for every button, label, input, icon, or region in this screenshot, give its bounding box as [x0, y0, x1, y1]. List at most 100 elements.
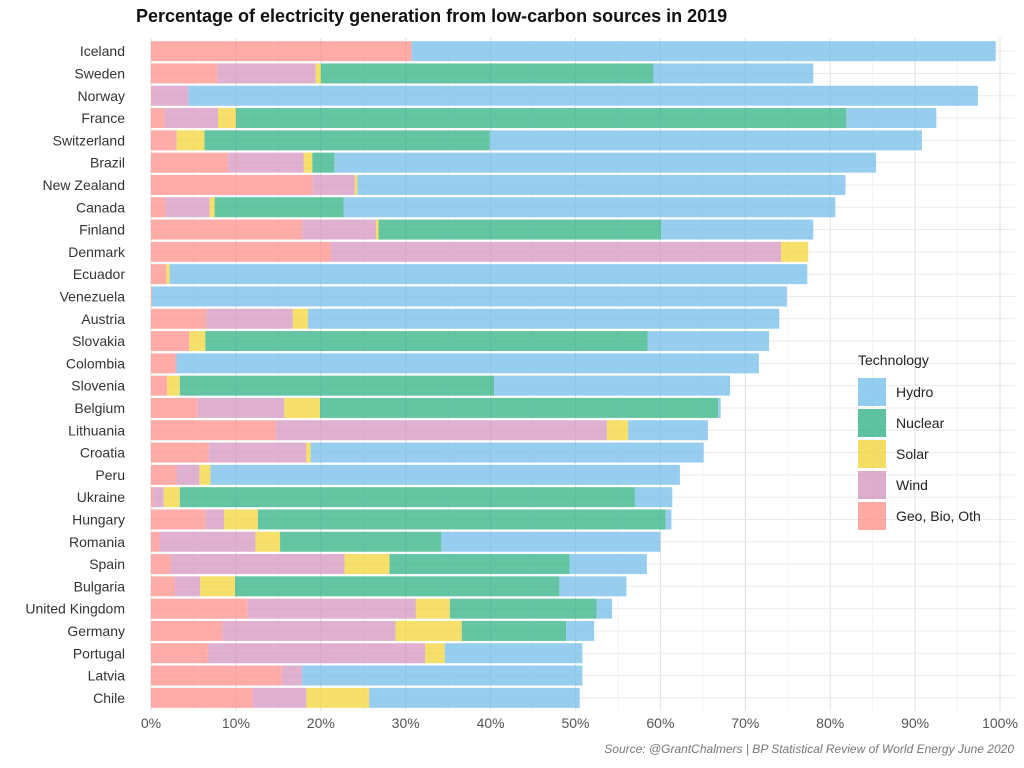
- y-tick-label: Slovenia: [71, 378, 125, 394]
- y-tick-label: New Zealand: [43, 177, 126, 193]
- bar-segment-geo-bio-oth: [151, 375, 168, 396]
- bar-segment-hydro: [169, 264, 808, 285]
- bar-segment-hydro: [661, 219, 814, 240]
- y-tick-label: Lithuania: [68, 422, 125, 438]
- x-tick-label: 50%: [561, 715, 589, 731]
- bar-segment-wind: [312, 174, 355, 195]
- bar-segment-geo-bio-oth: [151, 643, 208, 664]
- bar-segment-solar: [354, 174, 358, 195]
- bar-segment-hydro: [566, 620, 595, 641]
- y-tick-label: Brazil: [90, 155, 125, 171]
- bar-segment-nuclear: [312, 152, 335, 173]
- y-tick-label: Canada: [76, 199, 125, 215]
- bar-segment-hydro: [647, 331, 770, 352]
- x-tick-label: 70%: [731, 715, 759, 731]
- bar-segment-nuclear: [461, 620, 567, 641]
- bar-segment-hydro: [151, 286, 787, 307]
- bar-segment-wind: [281, 665, 303, 686]
- y-axis-labels: Iceland Sweden Norway France Switzerland Braz…: [25, 43, 126, 706]
- x-tick-label: 0%: [141, 715, 161, 731]
- y-tick-label: Ukraine: [77, 489, 125, 505]
- bar-segment-geo-bio-oth: [151, 397, 198, 418]
- bar-segment-nuclear: [449, 598, 597, 619]
- bar-segment-wind: [175, 130, 177, 151]
- bar-segment-nuclear: [378, 219, 662, 240]
- x-tick-label: 30%: [392, 715, 420, 731]
- x-tick-label: 40%: [477, 715, 505, 731]
- bar-segment-geo-bio-oth: [151, 286, 152, 307]
- legend-swatch: [858, 377, 886, 406]
- x-tick-label: 90%: [901, 715, 929, 731]
- bar-segment-solar: [375, 219, 379, 240]
- x-tick-label: 10%: [222, 715, 250, 731]
- legend-label: Nuclear: [896, 414, 945, 431]
- bar-segment-solar: [395, 620, 462, 641]
- chart-title: Percentage of electricity generation fro…: [136, 6, 728, 26]
- bar-segment-geo-bio-oth: [151, 620, 223, 641]
- legend-label: Solar: [896, 445, 929, 462]
- bar-segment-hydro: [188, 85, 978, 106]
- x-tick-label: 60%: [646, 715, 674, 731]
- bar-segment-hydro: [302, 665, 583, 686]
- x-tick-label: 100%: [982, 715, 1018, 731]
- bar-segment-solar: [167, 375, 180, 396]
- legend-item: Geo, Bio, Oth: [858, 500, 981, 531]
- bar-segment-solar: [176, 130, 205, 151]
- bar-segment-hydro: [596, 598, 613, 619]
- bar-segment-wind: [247, 598, 416, 619]
- bar-segment-geo-bio-oth: [151, 420, 276, 441]
- bar-segment-wind: [330, 241, 781, 262]
- bar-segment-wind: [302, 219, 376, 240]
- legend-item: Wind: [858, 469, 981, 500]
- legend-label: Hydro: [896, 383, 934, 400]
- bar-segment-hydro: [369, 687, 580, 708]
- bars-layer: [151, 41, 996, 708]
- bar-segment-wind: [151, 85, 189, 106]
- bar-segment-geo-bio-oth: [151, 152, 229, 173]
- bar-segment-hydro: [441, 531, 661, 552]
- bar-segment-wind: [208, 442, 307, 463]
- bar-segment-geo-bio-oth: [151, 174, 313, 195]
- bar-segment-solar: [415, 598, 450, 619]
- bar-segment-geo-bio-oth: [151, 331, 190, 352]
- bar-segment-geo-bio-oth: [151, 442, 209, 463]
- bar-segment-geo-bio-oth: [151, 509, 206, 530]
- y-tick-label: United Kingdom: [25, 601, 125, 617]
- bar-segment-nuclear: [257, 509, 666, 530]
- bar-segment-geo-bio-oth: [151, 598, 248, 619]
- bar-segment-geo-bio-oth: [151, 308, 207, 329]
- y-tick-label: Norway: [78, 88, 125, 104]
- y-tick-label: Spain: [89, 556, 125, 572]
- y-tick-label: Croatia: [80, 445, 125, 461]
- y-tick-label: Colombia: [66, 355, 125, 371]
- bar-segment-geo-bio-oth: [151, 487, 154, 508]
- bar-segment-nuclear: [235, 576, 560, 597]
- bar-segment-geo-bio-oth: [151, 464, 177, 485]
- bar-segment-wind: [275, 420, 607, 441]
- bar-segment-solar: [166, 264, 170, 285]
- bar-segment-geo-bio-oth: [151, 219, 303, 240]
- y-tick-label: Venezuela: [60, 288, 126, 304]
- bar-segment-nuclear: [214, 197, 344, 218]
- bar-segment-wind: [197, 397, 285, 418]
- x-axis-labels: 0% 10% 20% 30% 40% 50% 60% 70% 80% 90% 100%: [141, 715, 1018, 731]
- legend-label: Geo, Bio, Oth: [896, 507, 981, 524]
- legend-swatch: [858, 470, 886, 499]
- y-tick-label: Austria: [81, 311, 125, 327]
- bar-segment-hydro: [718, 397, 721, 418]
- bar-segment-wind: [228, 152, 304, 173]
- bar-segment-solar: [303, 152, 313, 173]
- y-tick-label: Sweden: [74, 65, 125, 81]
- y-tick-label: Iceland: [80, 43, 125, 59]
- bar-segment-geo-bio-oth: [151, 85, 152, 106]
- y-tick-label: Portugal: [73, 645, 125, 661]
- bar-segment-nuclear: [235, 108, 847, 129]
- bar-segment-hydro: [665, 509, 672, 530]
- legend: Technology Hydro Nuclear Solar Wind Geo, Bio…: [858, 352, 981, 531]
- bar-segment-wind: [170, 554, 345, 575]
- legend-item: Solar: [858, 438, 981, 469]
- bar-segment-hydro: [334, 152, 877, 173]
- y-tick-label: Denmark: [68, 244, 126, 260]
- bar-segment-hydro: [411, 41, 996, 62]
- y-tick-label: Romania: [69, 534, 125, 550]
